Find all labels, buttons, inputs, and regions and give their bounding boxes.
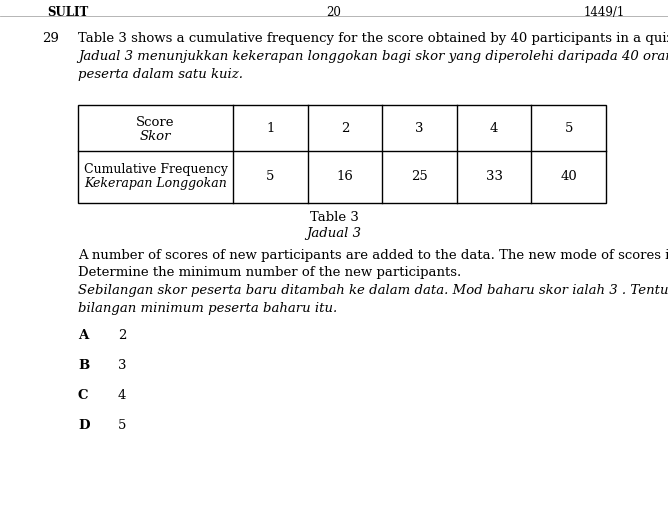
Text: 2: 2 [341,121,349,135]
Text: 1: 1 [266,121,275,135]
Text: A: A [78,329,88,342]
Text: Table 3: Table 3 [309,211,359,224]
Text: bilangan minimum peserta baharu itu.: bilangan minimum peserta baharu itu. [78,302,337,315]
Text: 29: 29 [42,32,59,45]
Text: 33: 33 [486,170,502,184]
Text: D: D [78,419,90,432]
Bar [78,105,606,203]
Text: Determine the minimum number of the new participants.: Determine the minimum number of the new … [78,266,461,279]
Text: SULIT: SULIT [47,6,88,19]
Text: 4: 4 [490,121,498,135]
Text: Jadual 3: Jadual 3 [307,227,361,240]
Text: 25: 25 [411,170,428,184]
Text: 1449/1: 1449/1 [584,6,625,19]
Text: Sebilangan skor peserta baru ditambah ke dalam data. Mod baharu skor ialah 3 . T: Sebilangan skor peserta baru ditambah ke… [78,284,668,297]
Text: 20: 20 [327,6,341,19]
Text: 2: 2 [118,329,126,342]
Text: 5: 5 [564,121,573,135]
Text: 4: 4 [118,389,126,402]
Text: 3: 3 [415,121,424,135]
Text: Kekerapan Longgokan: Kekerapan Longgokan [84,178,227,190]
Text: 5: 5 [118,419,126,432]
Text: A number of scores of new participants are added to the data. The new mode of sc: A number of scores of new participants a… [78,249,668,262]
Text: 16: 16 [337,170,353,184]
Text: Table 3 shows a cumulative frequency for the score obtained by 40 participants i: Table 3 shows a cumulative frequency for… [78,32,668,45]
Text: Cumulative Frequency: Cumulative Frequency [84,164,228,176]
Text: 5: 5 [266,170,275,184]
Text: B: B [78,359,90,372]
Text: 3: 3 [118,359,126,372]
Text: Jadual 3 menunjukkan kekerapan longgokan bagi skor yang diperolehi daripada 40 o: Jadual 3 menunjukkan kekerapan longgokan… [78,50,668,63]
Text: 40: 40 [560,170,577,184]
Text: peserta dalam satu kuiz.: peserta dalam satu kuiz. [78,68,243,81]
Text: Skor: Skor [140,130,171,142]
Text: C: C [78,389,88,402]
Text: Score: Score [136,116,175,128]
